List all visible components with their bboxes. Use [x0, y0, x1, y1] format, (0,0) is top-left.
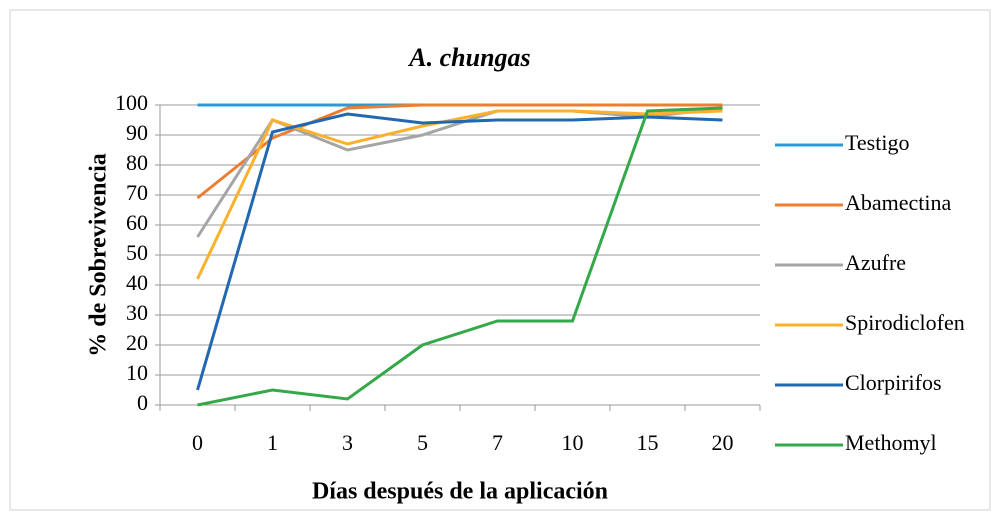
- x-axis-label: Días después de la aplicación: [312, 479, 608, 505]
- y-axis-label: % de Sobrevivencia: [86, 153, 112, 357]
- x-tick-label: 5: [417, 430, 428, 455]
- y-tick-label: 80: [126, 150, 148, 175]
- legend-label: Abamectina: [845, 190, 952, 215]
- y-tick-label: 100: [115, 90, 148, 115]
- y-tick-label: 90: [126, 120, 148, 145]
- y-tick-label: 40: [126, 270, 148, 295]
- y-tick-label: 50: [126, 240, 148, 265]
- y-tick-label: 10: [126, 360, 148, 385]
- legend-label: Azufre: [845, 250, 906, 275]
- x-tick-label: 1: [267, 430, 278, 455]
- x-tick-label: 0: [192, 430, 203, 455]
- x-tick-label: 10: [562, 430, 584, 455]
- y-tick-label: 60: [126, 210, 148, 235]
- legend-label: Methomyl: [845, 430, 937, 455]
- y-tick-label: 0: [137, 390, 148, 415]
- y-tick-label: 20: [126, 330, 148, 355]
- legend-label: Spirodiclofen: [845, 310, 965, 335]
- y-tick-label: 30: [126, 300, 148, 325]
- chart-title: A. chungas: [407, 43, 530, 72]
- series-line: [196, 112, 723, 391]
- x-tick-label: 3: [342, 430, 353, 455]
- y-tick-label: 70: [126, 180, 148, 205]
- legend-label: Testigo: [845, 130, 909, 155]
- series-line: [196, 103, 723, 200]
- legend-label: Clorpirifos: [845, 370, 942, 395]
- series-line: [196, 109, 723, 280]
- x-tick-label: 7: [492, 430, 503, 455]
- x-tick-label: 20: [712, 430, 734, 455]
- series-line: [197, 106, 723, 407]
- x-tick-label: 15: [637, 430, 659, 455]
- chart-border: [9, 9, 991, 511]
